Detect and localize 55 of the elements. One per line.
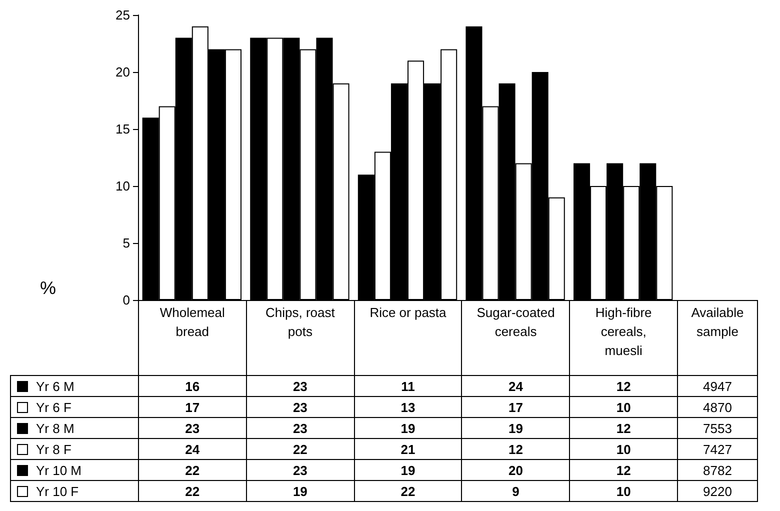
y-tick-label: 15 (116, 122, 130, 136)
data-label: 9 (462, 480, 570, 502)
legend-label: Yr 8 M (10, 418, 138, 438)
legend-label: Yr 10 F (10, 480, 138, 502)
x-tick-label: Wholemeal bread (138, 300, 246, 376)
data-label: 12 (570, 460, 678, 480)
data-label: 19 (354, 460, 462, 480)
legend-label: Yr 6 M (10, 376, 138, 396)
x-tick-label: Sugar-coated cereals (462, 300, 570, 376)
data-label: 12 (570, 418, 678, 438)
data-label: 17 (138, 396, 246, 418)
text: 4870 (677, 396, 758, 418)
legend-label: Yr 8 F (10, 438, 138, 460)
data-label: 23 (246, 376, 354, 396)
data-label: 10 (570, 480, 678, 502)
data-label: 12 (462, 438, 570, 460)
text: 8782 (677, 460, 758, 480)
y-tick-label: 0 (122, 292, 130, 308)
data-label: 23 (138, 418, 246, 438)
data-label: 22 (354, 480, 462, 502)
data-label: 13 (354, 396, 462, 418)
data-label: 20 (462, 460, 570, 480)
text: 9220 (677, 480, 758, 502)
data-label: 22 (138, 460, 246, 480)
data-label: 12 (570, 376, 678, 396)
text: Available sample (677, 300, 758, 376)
text: 4947 (677, 376, 758, 396)
data-label: 16 (138, 376, 246, 396)
data-label: 19 (354, 418, 462, 438)
data-label: 19 (462, 418, 570, 438)
y-tick-label: 25 (116, 8, 130, 22)
data-label: 23 (246, 396, 354, 418)
text: 7553 (677, 418, 758, 438)
data-label: 10 (570, 396, 678, 418)
data-label: 23 (246, 460, 354, 480)
data-label: 24 (462, 376, 570, 396)
y-tick-label: 5 (122, 236, 130, 250)
legend-label: Yr 10 M (10, 460, 138, 480)
data-label: 17 (462, 396, 570, 418)
data-label: 10 (570, 438, 678, 460)
data-label: 23 (246, 418, 354, 438)
x-tick-label: High-fibre cereals, muesli (570, 300, 678, 376)
y-axis-title: % (40, 278, 56, 299)
data-label: 19 (246, 480, 354, 502)
data-label: 22 (246, 438, 354, 460)
data-label: 21 (354, 438, 462, 460)
data-label: 22 (138, 480, 246, 502)
y-tick-label: 10 (116, 178, 130, 194)
text: 7427 (677, 438, 758, 460)
x-tick-label: Chips, roast pots (246, 300, 354, 376)
data-label: 24 (138, 438, 246, 460)
legend-label: Yr 6 F (10, 396, 138, 418)
x-tick-label: Rice or pasta (354, 300, 462, 376)
data-label: 11 (354, 376, 462, 396)
y-tick-label: 20 (116, 64, 130, 80)
